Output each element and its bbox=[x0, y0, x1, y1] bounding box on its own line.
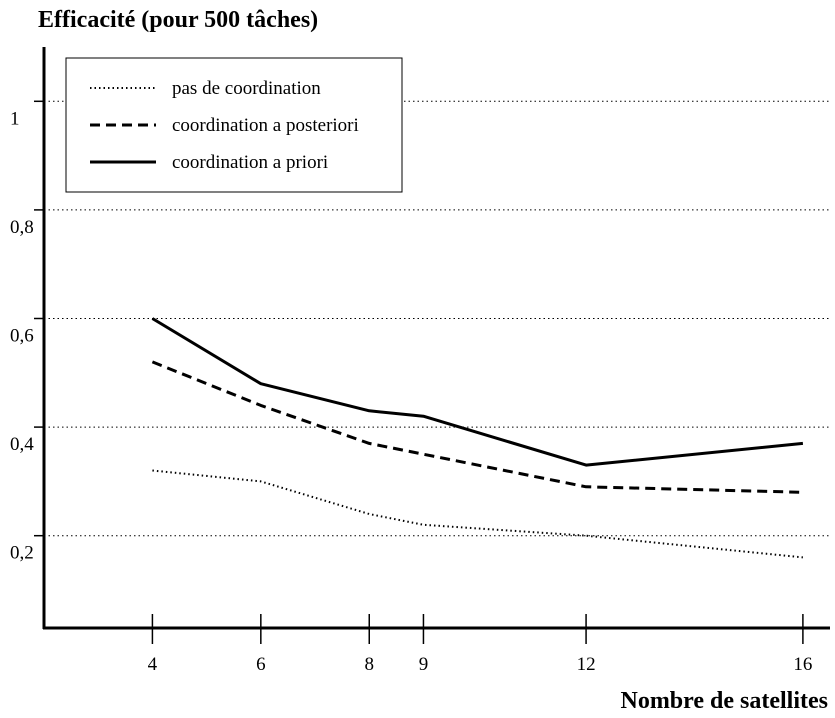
y-tick-label: 0,6 bbox=[10, 325, 34, 346]
legend-label: coordination a posteriori bbox=[172, 115, 359, 136]
x-tick-label: 6 bbox=[256, 654, 266, 675]
axes: 0,2 0,4 0,6 0,8 1 4 6 8 9 12 16 bbox=[10, 47, 830, 675]
legend-label: pas de coordination bbox=[172, 78, 321, 99]
y-tick-label: 1 bbox=[10, 108, 20, 129]
series-line-dotted bbox=[152, 469, 803, 559]
y-tick-label: 0,8 bbox=[10, 217, 34, 238]
x-tick-label: 9 bbox=[419, 654, 429, 675]
y-tick-label: 0,4 bbox=[10, 434, 34, 455]
grid-lines bbox=[44, 100, 830, 537]
legend-label: coordination a priori bbox=[172, 152, 328, 173]
legend: pas de coordination coordination a poster… bbox=[65, 57, 403, 193]
series-line-dashed bbox=[151, 360, 803, 494]
y-tick-label: 0,2 bbox=[10, 543, 34, 564]
x-tick-label: 4 bbox=[148, 654, 158, 675]
x-tick-label: 12 bbox=[577, 654, 596, 675]
series-line-solid bbox=[151, 317, 804, 467]
chart-title: Efficacité (pour 500 tâches) bbox=[38, 7, 318, 33]
series-lines bbox=[151, 317, 804, 559]
x-axis-label: Nombre de satellites bbox=[620, 688, 828, 714]
x-tick-label: 16 bbox=[793, 654, 812, 675]
x-tick-label: 8 bbox=[364, 654, 374, 675]
